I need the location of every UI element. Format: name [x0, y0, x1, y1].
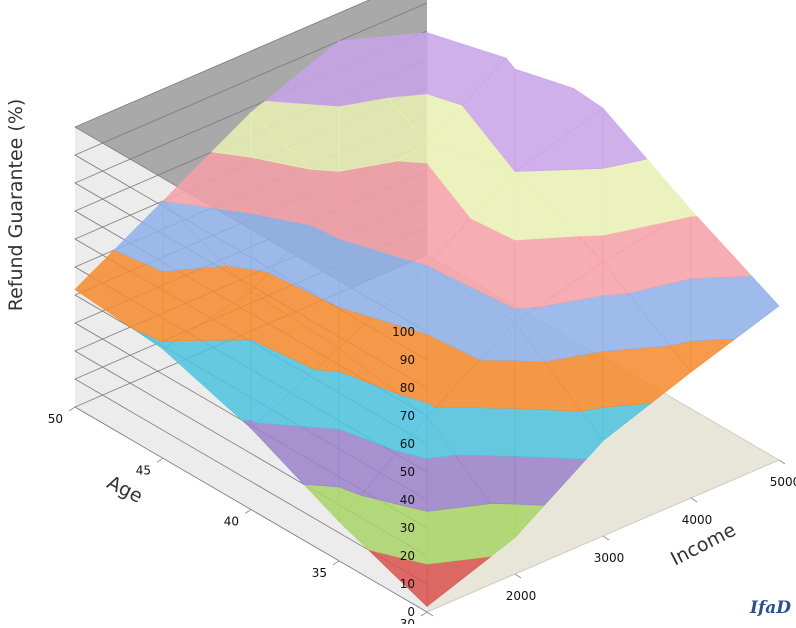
z-tick-label: 60 — [400, 437, 415, 451]
x-tick-mark — [690, 497, 698, 503]
x-tick-label: 2000 — [506, 589, 537, 603]
x-tick-label: 3000 — [594, 551, 625, 565]
surface-band-patch — [162, 200, 227, 272]
z-tick-label: 30 — [400, 521, 415, 535]
z-axis-title: Refund Guarantee (%) — [5, 99, 27, 312]
z-tick-label: 100 — [392, 325, 415, 339]
x-tick-label: 5000 — [770, 475, 796, 489]
y-tick-label: 35 — [312, 566, 327, 580]
y-tick-label: 45 — [136, 463, 151, 477]
surface-band-patch — [338, 347, 398, 394]
x-tick-mark — [514, 573, 522, 579]
x-tick-label: 4000 — [682, 513, 713, 527]
x-tick-mark — [602, 535, 610, 541]
surface-mesh — [74, 32, 780, 608]
x-tick-mark — [778, 459, 786, 465]
surface-band-patch — [514, 170, 579, 241]
surface-band-patch — [690, 338, 736, 373]
z-tick-label: 90 — [400, 353, 415, 367]
brand-logo: IfaD — [749, 598, 791, 618]
surface-band-patch — [690, 215, 753, 279]
surface-band-patch — [338, 196, 428, 266]
surface-band-patch — [690, 275, 780, 342]
y-tick-mark — [420, 611, 428, 617]
y-tick-label: 40 — [224, 515, 239, 529]
axis-ticks: 0102030405060708090100100020003000400050… — [48, 325, 796, 628]
y-tick-mark — [68, 406, 76, 412]
z-tick-label: 10 — [400, 577, 415, 591]
y-tick-mark — [156, 457, 164, 463]
surface-band-patch — [514, 321, 545, 363]
surface-band-patch — [690, 209, 698, 217]
z-tick-label: 50 — [400, 465, 415, 479]
z-tick-label: 20 — [400, 549, 415, 563]
surface-band-patch — [602, 107, 648, 169]
y-tick-label: 30 — [400, 617, 415, 624]
surface-band-patch — [250, 111, 311, 170]
y-tick-mark — [332, 560, 340, 566]
x-tick-mark — [426, 611, 434, 617]
surface-band-patch — [338, 40, 389, 107]
z-tick-label: 40 — [400, 493, 415, 507]
y-tick-label: 50 — [48, 412, 63, 426]
z-tick-label: 70 — [400, 409, 415, 423]
surface-band-patch — [426, 415, 456, 459]
surface-band-patch — [602, 261, 629, 296]
z-tick-label: 0 — [407, 605, 415, 619]
y-tick-mark — [244, 509, 252, 514]
z-tick-label: 80 — [400, 381, 415, 395]
